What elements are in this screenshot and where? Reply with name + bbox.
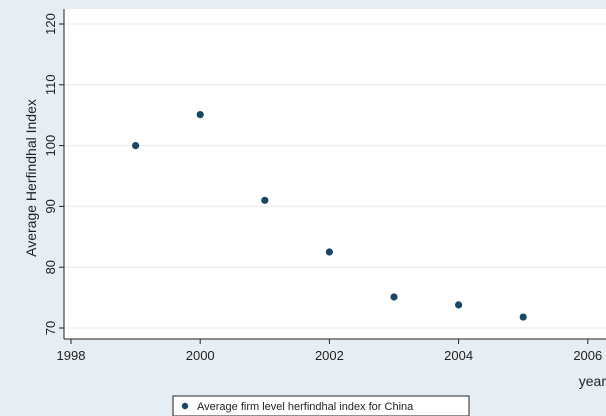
- y-tick-label: 80: [43, 260, 58, 274]
- data-point: [390, 293, 398, 301]
- legend-marker: [181, 402, 189, 410]
- data-point: [455, 301, 463, 309]
- y-tick-label: 120: [43, 13, 58, 35]
- y-axis-title: Average Herfindhal Index: [23, 99, 39, 257]
- grid-lines: [64, 23, 606, 329]
- y-tick-label: 70: [43, 321, 58, 335]
- y-tick-label: 90: [43, 199, 58, 213]
- y-tick-label: 110: [43, 74, 58, 95]
- x-axis-title: year: [579, 373, 606, 389]
- x-tick-label: 1998: [57, 348, 86, 363]
- axes: [63, 9, 606, 340]
- x-tick-label: 2004: [444, 348, 473, 363]
- legend: Average firm level herfindhal index for …: [172, 395, 470, 416]
- plot-area: [64, 9, 606, 339]
- legend-label: Average firm level herfindhal index for …: [197, 401, 414, 413]
- y-tick-label: 100: [43, 135, 58, 157]
- x-tick-label: 2000: [186, 348, 215, 363]
- x-tick-label: 2006: [573, 348, 602, 363]
- legend-box: [172, 395, 470, 416]
- data-point: [261, 196, 269, 204]
- data-point: [132, 142, 140, 150]
- data-point: [196, 110, 204, 119]
- x-tick-label: 2002: [315, 348, 344, 363]
- data-point: [519, 313, 527, 321]
- ticks: 70 80 90 100 110 120 1998 2000 2002 2004 2006: [43, 13, 602, 363]
- data-point: [325, 248, 333, 256]
- data-points: [132, 110, 527, 321]
